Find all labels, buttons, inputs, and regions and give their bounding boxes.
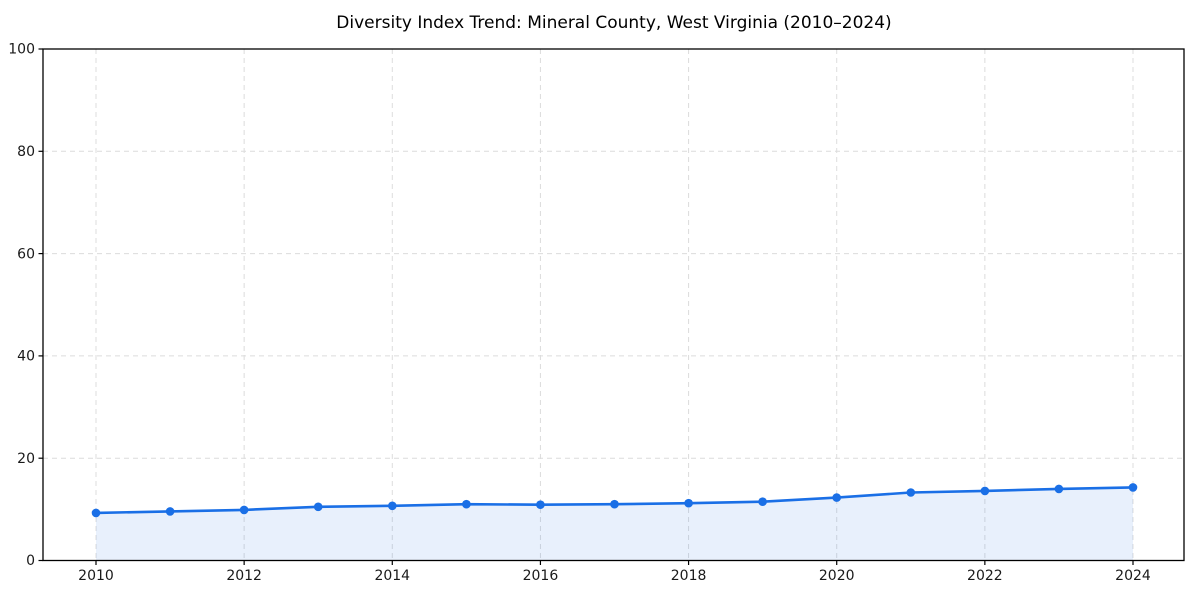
data-point (758, 497, 767, 507)
x-tick-label: 2014 (374, 568, 410, 584)
data-point (388, 501, 397, 511)
x-tick-label: 2012 (226, 568, 262, 584)
data-point (832, 493, 841, 502)
y-tick-label: 60 (17, 246, 35, 262)
area-fill (96, 487, 1133, 561)
x-tick-label: 2022 (967, 568, 1003, 584)
plot-area: 2010 2012 2014 2016 2018 2020 2022 2024 0 20 40 60 8… (8, 42, 1185, 584)
x-tick-label: 2024 (1115, 568, 1151, 584)
data-point (91, 508, 101, 518)
y-tick-label: 80 (17, 144, 35, 160)
y-tick-label: 40 (17, 349, 35, 365)
y-tick-label: 100 (8, 42, 35, 58)
axis-spines (42, 48, 1185, 562)
data-point (1054, 484, 1064, 494)
data-point (239, 505, 249, 515)
data-point (610, 499, 619, 509)
x-tick-label: 2018 (671, 568, 707, 584)
data-point (313, 502, 323, 512)
y-tick-label: 20 (17, 451, 35, 467)
data-point (684, 498, 693, 508)
y-tick-label: 0 (26, 553, 35, 569)
data-point (536, 500, 545, 510)
data-point (980, 486, 990, 496)
data-point (462, 499, 471, 509)
data-point (906, 488, 916, 497)
data-point (1128, 483, 1138, 492)
x-tick-label: 2010 (78, 568, 114, 584)
x-tick-label: 2016 (523, 568, 559, 584)
x-tick-label: 2020 (819, 568, 855, 584)
chart-title: Diversity Index Trend: Mineral County, W… (336, 13, 891, 33)
data-point (165, 507, 175, 516)
